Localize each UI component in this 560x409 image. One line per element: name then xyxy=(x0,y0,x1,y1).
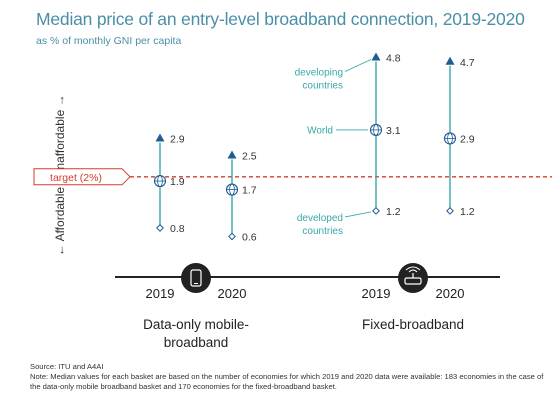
annotation-developed-line2: countries xyxy=(302,226,343,237)
value-label-world: 1.7 xyxy=(242,185,257,197)
value-label-developing: 4.7 xyxy=(460,57,475,69)
group-label-line: broadband xyxy=(164,335,229,350)
note-text: Note: Median values for each basket are … xyxy=(30,372,544,391)
value-label-developing: 4.8 xyxy=(386,53,401,65)
target-label: target (2%) xyxy=(50,172,102,184)
value-label-developed: 1.2 xyxy=(460,206,475,218)
annotation-leader xyxy=(344,211,372,218)
chart-title: Median price of an entry-level broadband… xyxy=(36,9,525,29)
target-label-box xyxy=(33,168,131,186)
router-icon-signal xyxy=(408,269,418,273)
group-label-line: Fixed-broadband xyxy=(362,317,464,332)
value-label-developed: 0.8 xyxy=(170,223,185,235)
annotation-world: World xyxy=(307,125,333,136)
chart-subtitle: as % of monthly GNI per capita xyxy=(36,35,182,47)
year-label: 2020 xyxy=(218,286,247,301)
value-label-developing: 2.9 xyxy=(170,133,185,145)
developing-marker-triangle-icon xyxy=(445,56,455,65)
value-label-world: 1.9 xyxy=(170,176,185,188)
value-label-world: 3.1 xyxy=(386,125,401,137)
value-label-developing: 2.5 xyxy=(242,151,257,163)
value-label-developed: 1.2 xyxy=(386,206,401,218)
annotation-developing-line2: countries xyxy=(302,81,343,92)
source-text: Source: ITU and A4AI xyxy=(30,362,104,371)
developing-marker-triangle-icon xyxy=(155,133,165,142)
value-label-developed: 0.6 xyxy=(242,231,257,243)
developed-marker-diamond-icon xyxy=(446,206,454,215)
year-label: 2019 xyxy=(362,286,391,301)
year-label: 2019 xyxy=(146,286,175,301)
ylabel-affordable: ← Affordable xyxy=(53,187,67,256)
developed-marker-diamond-icon xyxy=(228,232,236,241)
annotation-leader xyxy=(344,59,372,72)
annotation-developing-line1: developing xyxy=(295,68,343,79)
developing-marker-triangle-icon xyxy=(371,52,381,61)
group-label-line: Data-only mobile- xyxy=(143,317,249,332)
value-label-world: 2.9 xyxy=(460,133,475,145)
developed-marker-diamond-icon xyxy=(372,206,380,215)
smartphone-icon-badge xyxy=(181,263,211,293)
developed-marker-diamond-icon xyxy=(156,224,164,232)
router-icon-signal xyxy=(405,266,421,271)
developing-marker-triangle-icon xyxy=(227,150,237,159)
ylabel-unaffordable: Unaffordable → xyxy=(53,94,67,178)
source-note: Source: ITU and A4AI Note: Median values… xyxy=(30,362,555,392)
smartphone-icon xyxy=(190,269,202,287)
annotation-developed-line1: developed xyxy=(297,213,343,224)
year-label: 2020 xyxy=(436,286,465,301)
